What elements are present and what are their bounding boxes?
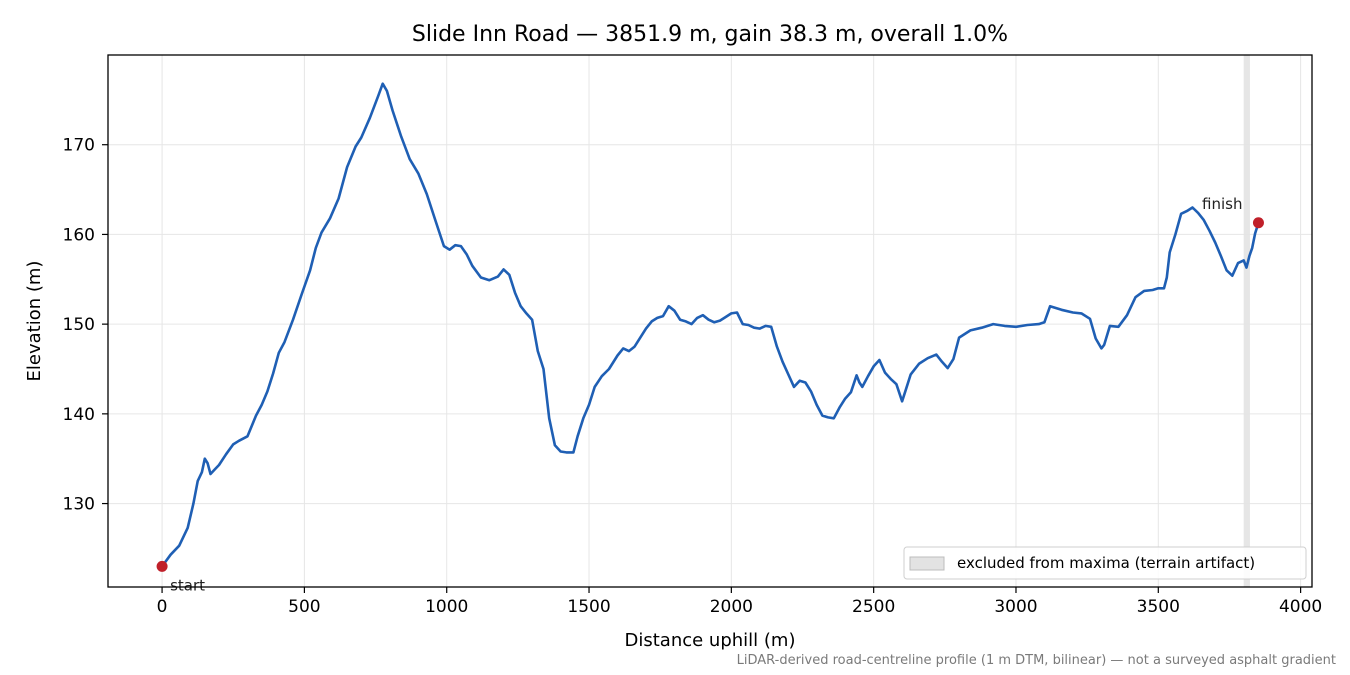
start-annotation: start bbox=[170, 576, 205, 594]
y-tick-label: 150 bbox=[63, 315, 95, 335]
legend-entry-excluded: excluded from maxima (terrain artifact) bbox=[957, 554, 1255, 572]
x-tick-label: 1000 bbox=[425, 597, 468, 617]
start-marker bbox=[156, 560, 168, 572]
x-tick-label: 2000 bbox=[710, 597, 753, 617]
excluded-band bbox=[1243, 55, 1250, 587]
plot-frame bbox=[107, 54, 1313, 588]
legend: excluded from maxima (terrain artifact) bbox=[903, 546, 1307, 580]
legend-box bbox=[903, 546, 1307, 580]
x-tick-label: 500 bbox=[288, 597, 320, 617]
x-axis-ticks: 0 500 1000 1500 2000 2500 3000 3500 4000 bbox=[157, 587, 1322, 617]
x-tick-label: 3500 bbox=[1137, 597, 1180, 617]
grid bbox=[108, 55, 1312, 587]
x-tick-label: 2500 bbox=[852, 597, 895, 617]
finish-annotation: finish bbox=[1202, 195, 1242, 213]
x-tick-label: 3000 bbox=[994, 597, 1037, 617]
y-axis-label: Elevation (m) bbox=[24, 261, 45, 382]
y-tick-label: 140 bbox=[63, 405, 95, 425]
x-tick-label: 4000 bbox=[1279, 597, 1322, 617]
y-axis-ticks: 130 140 150 160 170 bbox=[63, 136, 108, 515]
excluded-band-rect bbox=[1243, 55, 1250, 587]
y-tick-label: 130 bbox=[63, 495, 95, 515]
series-layer bbox=[160, 82, 1260, 568]
finish-marker bbox=[1252, 217, 1264, 229]
x-axis-label: Distance uphill (m) bbox=[625, 630, 796, 651]
chart-title: Slide Inn Road — 3851.9 m, gain 38.3 m, … bbox=[412, 22, 1008, 47]
elevation-line bbox=[160, 82, 1260, 568]
y-tick-label: 160 bbox=[63, 225, 95, 245]
endpoint-markers: start finish bbox=[156, 195, 1264, 594]
footnote: LiDAR-derived road-centreline profile (1… bbox=[737, 653, 1336, 668]
x-tick-label: 1500 bbox=[567, 597, 610, 617]
x-tick-label: 0 bbox=[157, 597, 168, 617]
legend-swatch bbox=[909, 556, 945, 571]
y-tick-label: 170 bbox=[63, 136, 95, 156]
